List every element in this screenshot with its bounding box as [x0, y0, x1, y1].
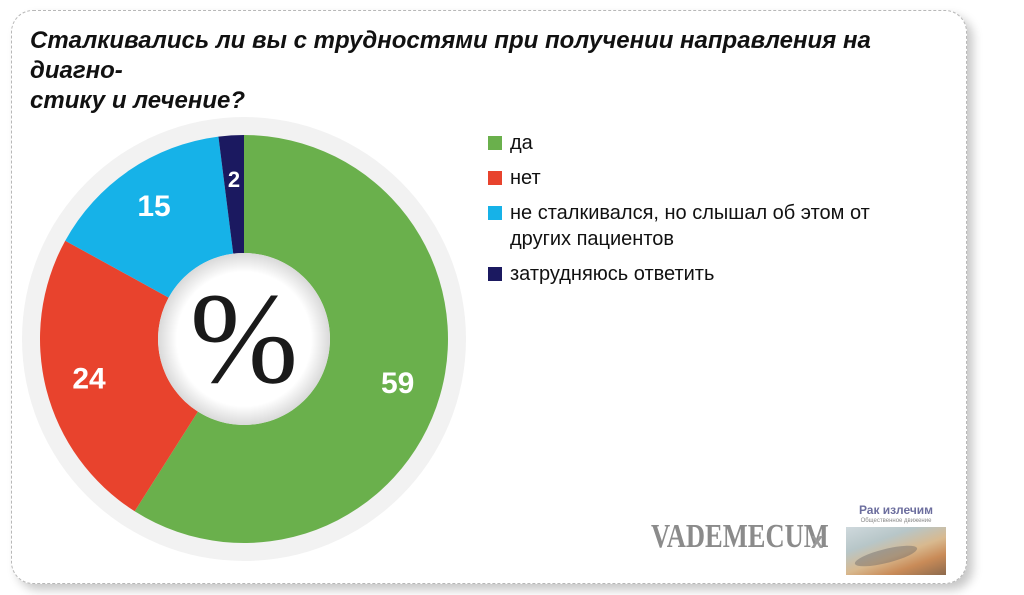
- slice-value-label-3: 15: [137, 190, 170, 223]
- slice-value-label-1: 59: [381, 367, 414, 400]
- legend-item-1: да: [488, 130, 928, 156]
- partner-subtitle: Общественное движение: [860, 518, 932, 524]
- logo-separator: x: [811, 528, 824, 553]
- legend-label: затрудняюсь ответить: [510, 263, 715, 285]
- legend-swatch: [488, 136, 502, 150]
- slice-value-label-2: 24: [72, 362, 106, 395]
- legend-swatch: [488, 206, 502, 220]
- donut-slice-3: [65, 136, 234, 298]
- partner-logo-image: [846, 527, 946, 575]
- donut-slice-4: [218, 135, 244, 254]
- legend-item-4: затрудняюсь ответить: [488, 261, 928, 287]
- partner-name: Рак излечим: [858, 503, 934, 517]
- percent-symbol: %: [190, 267, 298, 411]
- donut-slice-1: [134, 135, 448, 543]
- legend-label: не сталкивался, но слышал об этом от дру…: [510, 202, 870, 250]
- donut-slice-2: [39, 240, 198, 512]
- partner-logo: Рак излечим Общественное движение: [844, 503, 948, 575]
- vademecum-logo: VADEMECUM: [651, 518, 829, 555]
- donut-slices: [39, 135, 448, 543]
- legend-swatch: [488, 171, 502, 185]
- slice-labels: 59 24 15 2: [72, 167, 414, 400]
- donut-hole: [158, 253, 330, 425]
- chart-title: Сталкивались ли вы с трудностями при пол…: [30, 26, 950, 116]
- legend-label: нет: [510, 167, 541, 189]
- legend-item-2: нет: [488, 165, 928, 191]
- donut-chart: % 59 24 15 2: [22, 117, 466, 561]
- chart-title-line-2: стику и лечение?: [30, 87, 246, 114]
- legend-swatch: [488, 267, 502, 281]
- legend: да нет не сталкивался, но слышал об этом о…: [488, 130, 928, 296]
- chart-title-line-1: Сталкивались ли вы с трудностями при пол…: [30, 27, 871, 84]
- slice-value-label-4: 2: [228, 167, 240, 192]
- legend-item-3: не сталкивался, но слышал об этом от дру…: [488, 200, 928, 252]
- legend-label: да: [510, 132, 533, 154]
